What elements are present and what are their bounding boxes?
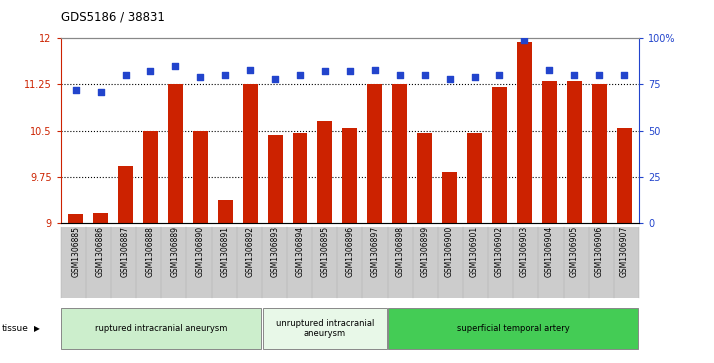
Point bbox=[469, 74, 481, 80]
Point bbox=[593, 72, 605, 78]
Point bbox=[444, 76, 456, 82]
Bar bbox=[188, 38, 213, 223]
Text: superficial temporal artery: superficial temporal artery bbox=[457, 324, 570, 333]
Bar bbox=[238, 38, 263, 223]
Bar bbox=[68, 214, 83, 223]
Bar bbox=[213, 38, 238, 223]
Bar bbox=[263, 309, 387, 348]
Bar bbox=[263, 38, 288, 223]
Point bbox=[120, 72, 131, 78]
Bar bbox=[417, 132, 432, 223]
Bar bbox=[442, 172, 457, 223]
Bar bbox=[362, 38, 387, 223]
Bar bbox=[562, 38, 587, 223]
Point bbox=[543, 67, 555, 73]
Bar bbox=[318, 121, 333, 223]
Bar bbox=[392, 85, 407, 223]
Point bbox=[419, 72, 431, 78]
Bar bbox=[88, 38, 113, 223]
Bar bbox=[218, 200, 233, 223]
Point bbox=[369, 67, 381, 73]
Point bbox=[344, 69, 356, 74]
Point bbox=[170, 63, 181, 69]
Bar bbox=[492, 87, 507, 223]
Point bbox=[269, 76, 281, 82]
Bar bbox=[367, 85, 382, 223]
Text: unruptured intracranial
aneurysm: unruptured intracranial aneurysm bbox=[276, 319, 374, 338]
Bar bbox=[61, 309, 261, 348]
Text: GDS5186 / 38831: GDS5186 / 38831 bbox=[61, 11, 164, 24]
Bar bbox=[462, 38, 487, 223]
Point bbox=[219, 72, 231, 78]
Bar bbox=[388, 309, 638, 348]
Bar bbox=[467, 132, 482, 223]
Bar bbox=[517, 42, 532, 223]
Bar bbox=[612, 38, 637, 223]
Bar bbox=[592, 85, 607, 223]
Text: ruptured intracranial aneurysm: ruptured intracranial aneurysm bbox=[95, 324, 228, 333]
Bar bbox=[313, 38, 338, 223]
Bar bbox=[567, 81, 582, 223]
Bar bbox=[487, 38, 512, 223]
Point bbox=[244, 67, 256, 73]
Bar bbox=[268, 135, 283, 223]
Bar bbox=[288, 38, 313, 223]
Point bbox=[493, 72, 505, 78]
Bar bbox=[387, 38, 412, 223]
Bar bbox=[343, 127, 357, 223]
Bar bbox=[138, 38, 163, 223]
Point bbox=[568, 72, 580, 78]
Bar bbox=[537, 38, 562, 223]
Point bbox=[145, 69, 156, 74]
Point bbox=[195, 74, 206, 80]
Bar bbox=[243, 85, 258, 223]
Bar bbox=[542, 81, 557, 223]
Text: ▶: ▶ bbox=[34, 324, 40, 333]
Bar bbox=[168, 85, 183, 223]
Bar bbox=[587, 38, 612, 223]
Bar bbox=[512, 38, 537, 223]
Point bbox=[319, 69, 331, 74]
Bar bbox=[338, 38, 362, 223]
Point bbox=[618, 72, 630, 78]
Bar bbox=[412, 38, 437, 223]
Point bbox=[294, 72, 306, 78]
Point bbox=[95, 89, 106, 95]
Bar bbox=[193, 131, 208, 223]
Bar bbox=[113, 38, 138, 223]
Bar bbox=[617, 127, 632, 223]
Point bbox=[518, 37, 530, 43]
Point bbox=[70, 87, 81, 93]
Bar bbox=[437, 38, 462, 223]
Bar bbox=[63, 38, 88, 223]
Point bbox=[394, 72, 406, 78]
Text: tissue: tissue bbox=[1, 324, 29, 333]
Bar bbox=[93, 213, 108, 223]
Bar bbox=[143, 131, 158, 223]
Bar bbox=[118, 166, 133, 223]
Bar bbox=[293, 132, 308, 223]
Bar bbox=[163, 38, 188, 223]
